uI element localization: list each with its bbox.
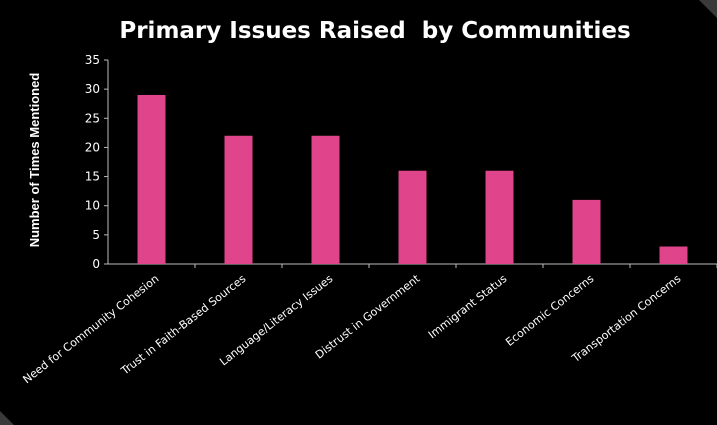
corner-decoration-top-right (699, 0, 717, 18)
y-tick-label: 5 (92, 228, 100, 242)
y-axis-label: Number of Times Mentioned (27, 73, 42, 248)
x-category-label: Immigrant Status (426, 272, 510, 341)
bar (659, 246, 688, 264)
chart-title: Primary Issues Raised by Communities (119, 18, 631, 44)
bar (311, 135, 340, 264)
y-tick-label: 35 (85, 53, 100, 67)
bar (485, 170, 514, 264)
corner-decoration-bottom-left (0, 411, 14, 425)
bar (224, 135, 253, 264)
bar (572, 199, 601, 264)
y-tick-label: 30 (85, 82, 100, 96)
y-tick-label: 20 (85, 140, 100, 154)
y-tick-label: 15 (85, 170, 100, 184)
bar (398, 170, 427, 264)
y-tick-labels: 0 5 10 15 20 25 30 35 (85, 53, 108, 271)
bars (137, 94, 688, 264)
x-category-label: Economic Concerns (503, 272, 596, 349)
y-tick-label: 25 (85, 111, 100, 125)
y-tick-label: 10 (85, 199, 100, 213)
y-tick-label: 0 (92, 257, 100, 271)
bar (137, 94, 166, 264)
x-category-label: Need for Community Cohesion (20, 272, 161, 386)
